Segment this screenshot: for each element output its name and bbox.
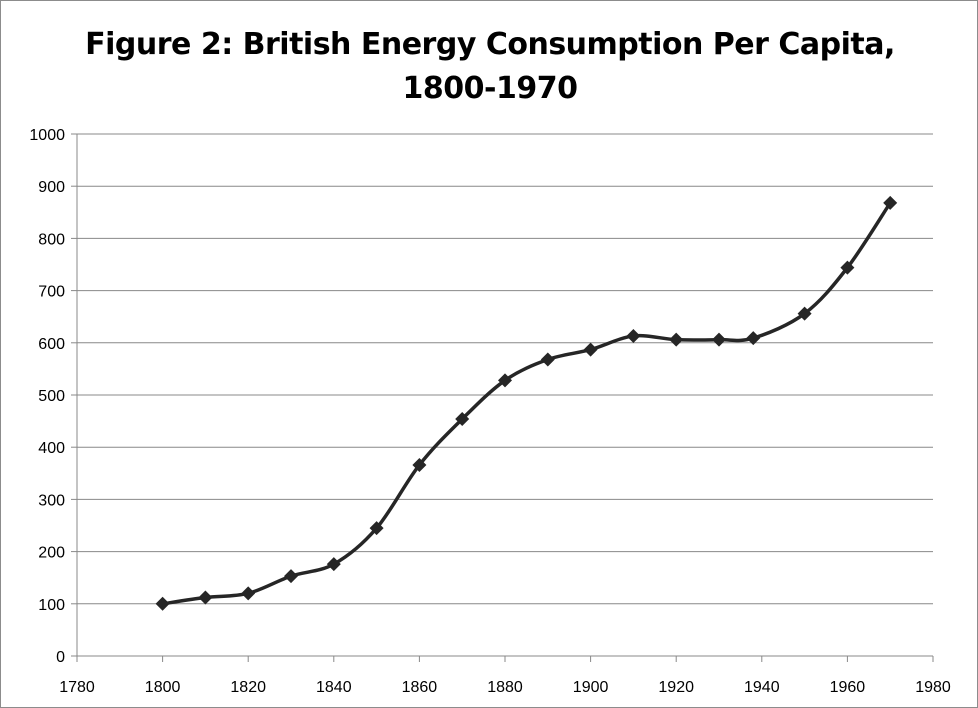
data-point-marker (198, 590, 213, 605)
y-tick-label: 100 (38, 597, 65, 614)
data-point-marker (284, 569, 298, 584)
y-tick-label: 1000 (29, 127, 65, 144)
x-tick-label: 1940 (744, 679, 780, 696)
series-line (162, 201, 892, 606)
data-point-marker (412, 457, 427, 472)
data-point-marker (155, 596, 170, 611)
data-point-marker (669, 332, 684, 347)
data-point-marker (840, 260, 855, 275)
y-tick-label: 500 (38, 388, 65, 405)
x-tick-label: 1880 (487, 679, 523, 696)
x-tick-label: 1860 (402, 679, 438, 696)
data-point-marker (369, 521, 384, 536)
chart-title-line1: Figure 2: British Energy Consumption Per… (85, 27, 895, 62)
y-tick-label: 700 (38, 284, 65, 301)
y-tick-label: 300 (38, 492, 65, 509)
data-point-marker (583, 342, 598, 357)
x-tick-label: 1840 (316, 679, 352, 696)
chart-title: Figure 2: British Energy Consumption Per… (1, 23, 978, 111)
x-tick-label: 1980 (915, 679, 951, 696)
chart-title-line2: 1800-1970 (402, 71, 578, 106)
data-point-marker (241, 586, 256, 601)
data-point-marker (626, 329, 641, 344)
x-tick-label: 1820 (230, 679, 266, 696)
data-point-marker (712, 332, 726, 347)
x-tick-label: 1960 (830, 679, 866, 696)
y-tick-label: 200 (38, 545, 65, 562)
data-point-marker (746, 331, 761, 346)
data-point-marker (498, 373, 512, 388)
data-point-marker (455, 412, 470, 427)
data-point-marker (797, 306, 812, 321)
y-tick-label: 0 (56, 649, 65, 666)
data-point-marker (883, 195, 898, 210)
x-tick-label: 1780 (59, 679, 95, 696)
y-tick-label: 600 (38, 336, 65, 353)
x-tick-label: 1800 (145, 679, 181, 696)
x-tick-label: 1920 (658, 679, 694, 696)
y-tick-label: 900 (38, 179, 65, 196)
y-tick-label: 800 (38, 231, 65, 248)
x-tick-label: 1900 (573, 679, 609, 696)
data-point-marker (540, 352, 555, 367)
data-point-marker (326, 557, 341, 572)
y-tick-label: 400 (38, 440, 65, 457)
